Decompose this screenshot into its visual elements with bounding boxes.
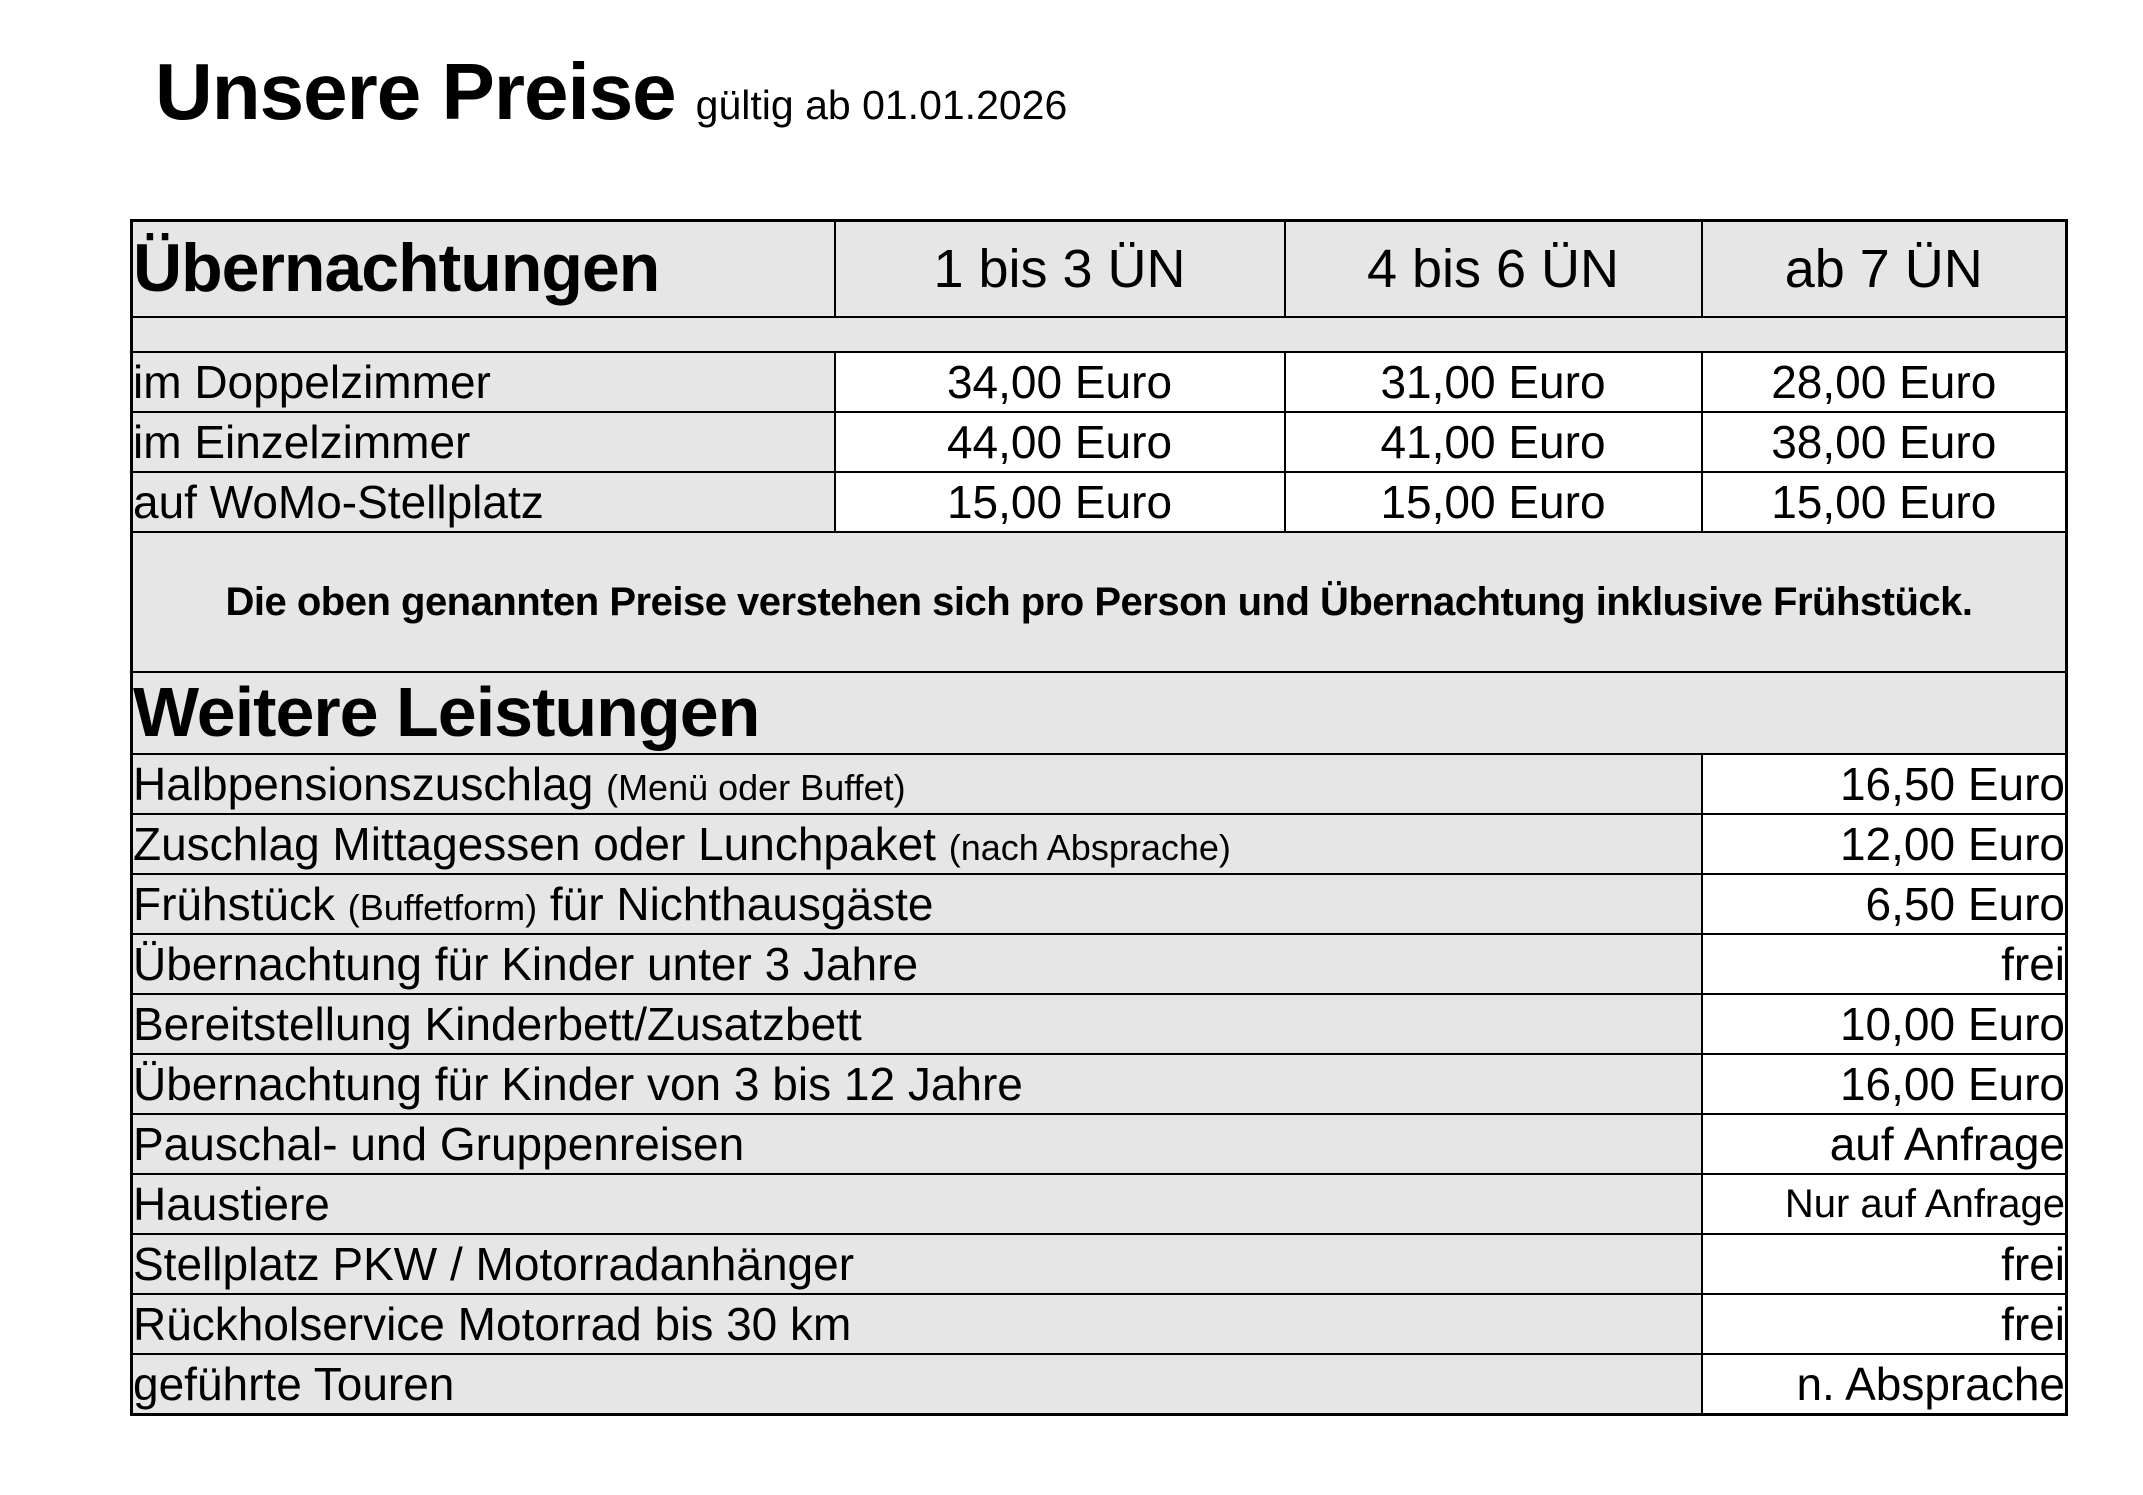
services-rows: Halbpensionszuschlag (Menü oder Buffet) 1…: [130, 753, 2068, 1416]
service-row: Haustiere Nur auf Anfrage: [130, 1173, 2068, 1235]
service-label-text: Zuschlag Mittagessen oder Lunchpaket: [133, 817, 949, 870]
service-row-label: geführte Touren: [130, 1353, 1703, 1416]
accommodation-row: im Einzelzimmer 44,00 Euro 41,00 Euro 38,00…: [130, 411, 2068, 473]
note-and-section: Die oben genannten Preise verstehen sich…: [130, 531, 2068, 755]
page-title: Unsere Preise: [155, 47, 677, 136]
service-label-text: Frühstück: [133, 877, 348, 930]
service-label-text: Übernachtung für Kinder unter 3 Jahre: [133, 937, 919, 990]
accommodation-section-title: Übernachtungen: [130, 219, 836, 318]
service-label-detail: (Menü oder Buffet): [606, 766, 906, 808]
service-label-text: Übernachtung für Kinder von 3 bis 12 Jah…: [133, 1057, 1023, 1110]
accommodation-rows: im Doppelzimmer 34,00 Euro 31,00 Euro 28,00…: [130, 351, 2068, 533]
service-label-text: für Nichthausgäste: [537, 877, 934, 930]
service-row: Übernachtung für Kinder unter 3 Jahre fre…: [130, 933, 2068, 995]
service-row-label: Halbpensionszuschlag (Menü oder Buffet): [130, 753, 1703, 815]
service-value-cell: 6,50 Euro: [1700, 873, 2068, 935]
service-row: Stellplatz PKW / Motorradanhänger frei: [130, 1233, 2068, 1295]
accommodation-price-cell: 41,00 Euro: [1283, 411, 1703, 473]
service-value-cell: frei: [1700, 1293, 2068, 1355]
accommodation-price-cell: 38,00 Euro: [1700, 411, 2068, 473]
page-title-block: Unsere Preise gültig ab 01.01.2026: [155, 48, 1067, 136]
services-section-title: Weitere Leistungen: [130, 671, 2068, 755]
accommodation-price-cell: 31,00 Euro: [1283, 351, 1703, 413]
service-row-label: Frühstück (Buffetform) für Nichthausgäst…: [130, 873, 1703, 935]
service-value-cell: frei: [1700, 933, 2068, 995]
service-row-label: Übernachtung für Kinder unter 3 Jahre: [130, 933, 1703, 995]
service-label-text: Rückholservice Motorrad bis 30 km: [133, 1297, 852, 1350]
accommodation-price-cell: 28,00 Euro: [1700, 351, 2068, 413]
validity-note: gültig ab 01.01.2026: [695, 82, 1068, 128]
service-label-text: Haustiere: [133, 1177, 330, 1230]
service-value-cell: 16,00 Euro: [1700, 1053, 2068, 1115]
service-value-cell: 16,50 Euro: [1700, 753, 2068, 815]
accommodation-header-section: Übernachtungen 1 bis 3 ÜN 4 bis 6 ÜN ab …: [130, 219, 2068, 353]
accommodation-price-cell: 15,00 Euro: [833, 471, 1286, 533]
service-value-cell: 12,00 Euro: [1700, 813, 2068, 875]
service-row: geführte Touren n. Absprache: [130, 1353, 2068, 1416]
accommodation-row: auf WoMo-Stellplatz 15,00 Euro 15,00 Euro 1…: [130, 471, 2068, 533]
service-row-label: Übernachtung für Kinder von 3 bis 12 Jah…: [130, 1053, 1703, 1115]
accommodation-price-cell: 15,00 Euro: [1283, 471, 1703, 533]
service-row: Halbpensionszuschlag (Menü oder Buffet) 1…: [130, 753, 2068, 815]
service-label-text: Stellplatz PKW / Motorradanhänger: [133, 1237, 855, 1290]
service-value-cell: 10,00 Euro: [1700, 993, 2068, 1055]
accommodation-row: im Doppelzimmer 34,00 Euro 31,00 Euro 28,00…: [130, 351, 2068, 413]
accommodation-header-row: Übernachtungen 1 bis 3 ÜN 4 bis 6 ÜN ab …: [130, 219, 2068, 318]
service-value-cell: Nur auf Anfrage: [1700, 1173, 2068, 1235]
accommodation-row-label: im Einzelzimmer: [130, 411, 836, 473]
service-value-cell: auf Anfrage: [1700, 1113, 2068, 1175]
price-note: Die oben genannten Preise verstehen sich…: [130, 531, 2068, 673]
service-row-label: Stellplatz PKW / Motorradanhänger: [130, 1233, 1703, 1295]
price-table: Übernachtungen 1 bis 3 ÜN 4 bis 6 ÜN ab …: [130, 219, 2068, 1416]
spacer-row: [130, 316, 2068, 353]
service-row-label: Rückholservice Motorrad bis 30 km: [130, 1293, 1703, 1355]
accommodation-row-label: auf WoMo-Stellplatz: [130, 471, 836, 533]
service-row: Rückholservice Motorrad bis 30 km frei: [130, 1293, 2068, 1355]
service-row-label: Pauschal- und Gruppenreisen: [130, 1113, 1703, 1175]
accommodation-row-label: im Doppelzimmer: [130, 351, 836, 413]
service-value-cell: frei: [1700, 1233, 2068, 1295]
service-row-label: Zuschlag Mittagessen oder Lunchpaket (na…: [130, 813, 1703, 875]
service-row: Übernachtung für Kinder von 3 bis 12 Jah…: [130, 1053, 2068, 1115]
service-label-detail: (Buffetform): [347, 886, 538, 928]
service-row: Bereitstellung Kinderbett/Zusatzbett 10,0…: [130, 993, 2068, 1055]
service-label-text: Pauschal- und Gruppenreisen: [133, 1117, 745, 1170]
service-label-text: geführte Touren: [133, 1357, 455, 1410]
column-header-1-3: 1 bis 3 ÜN: [833, 219, 1286, 318]
spacer-cell: [130, 316, 2068, 353]
service-row-label: Haustiere: [130, 1173, 1703, 1235]
accommodation-price-cell: 34,00 Euro: [833, 351, 1286, 413]
column-header-7plus: ab 7 ÜN: [1700, 219, 2068, 318]
service-row: Zuschlag Mittagessen oder Lunchpaket (na…: [130, 813, 2068, 875]
service-label-text: Halbpensionszuschlag: [133, 757, 607, 810]
service-label-detail: (nach Absprache): [948, 826, 1231, 868]
service-row: Pauschal- und Gruppenreisen auf Anfrage: [130, 1113, 2068, 1175]
accommodation-price-cell: 15,00 Euro: [1700, 471, 2068, 533]
service-label-text: Bereitstellung Kinderbett/Zusatzbett: [133, 997, 862, 1050]
service-row-label: Bereitstellung Kinderbett/Zusatzbett: [130, 993, 1703, 1055]
column-header-4-6: 4 bis 6 ÜN: [1283, 219, 1703, 318]
services-header-row: Weitere Leistungen: [130, 671, 2068, 755]
accommodation-price-cell: 44,00 Euro: [833, 411, 1286, 473]
service-value-cell: n. Absprache: [1700, 1353, 2068, 1416]
service-row: Frühstück (Buffetform) für Nichthausgäst…: [130, 873, 2068, 935]
price-note-row: Die oben genannten Preise verstehen sich…: [130, 531, 2068, 673]
